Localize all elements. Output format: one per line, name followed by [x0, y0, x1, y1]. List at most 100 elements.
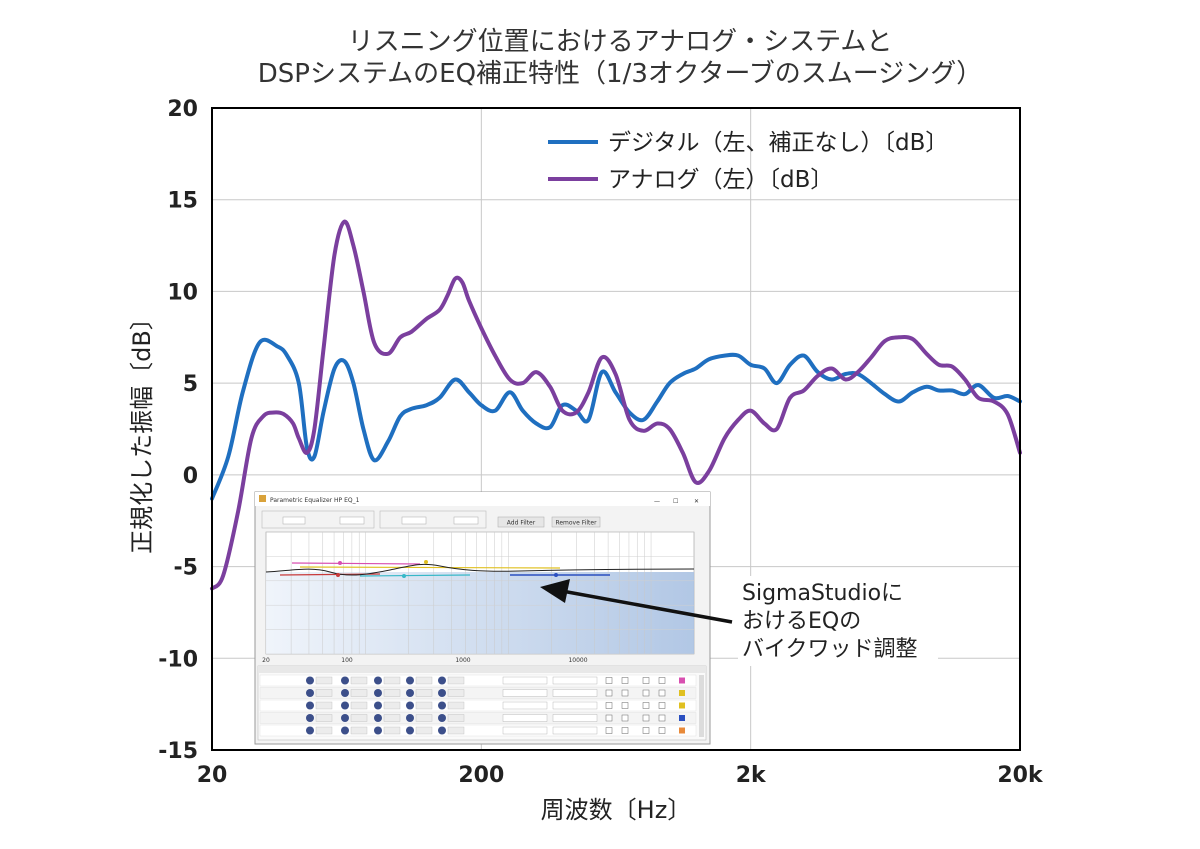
inset-value-field[interactable] — [383, 676, 401, 685]
inset-max-field[interactable] — [339, 516, 365, 525]
inset-knob-icon[interactable] — [438, 726, 446, 735]
inset-subtype-select[interactable] — [552, 714, 598, 722]
inset-checkbox[interactable] — [658, 714, 666, 722]
inset-checkbox[interactable] — [658, 689, 666, 697]
inset-type-select[interactable] — [502, 676, 548, 685]
inset-filter-handle-blue[interactable] — [554, 573, 558, 577]
inset-knob-icon[interactable] — [341, 701, 349, 710]
inset-knob-icon[interactable] — [438, 676, 446, 685]
inset-table-row[interactable] — [259, 687, 697, 699]
inset-knob-icon[interactable] — [438, 714, 446, 722]
inset-checkbox[interactable] — [605, 677, 613, 684]
inset-value-field[interactable] — [350, 726, 368, 735]
inset-value-field[interactable] — [447, 676, 465, 685]
inset-checkbox[interactable] — [621, 689, 629, 697]
inset-checkbox[interactable] — [605, 714, 613, 722]
inset-knob-icon[interactable] — [406, 701, 414, 710]
inset-filter-handle-pink[interactable] — [338, 561, 342, 565]
inset-value-field[interactable] — [350, 714, 368, 722]
inset-checkbox[interactable] — [658, 677, 666, 684]
inset-value-field[interactable] — [447, 714, 465, 722]
inset-knob-icon[interactable] — [306, 689, 314, 697]
inset-mag-max-field[interactable] — [453, 516, 479, 525]
inset-value-field[interactable] — [350, 676, 368, 685]
inset-value-field[interactable] — [383, 726, 401, 735]
inset-value-field[interactable] — [315, 676, 333, 685]
inset-knob-icon[interactable] — [341, 726, 349, 735]
inset-knob-icon[interactable] — [374, 726, 382, 735]
inset-knob-icon[interactable] — [406, 676, 414, 685]
inset-filter-handle-yellow[interactable] — [424, 560, 428, 564]
inset-type-select[interactable] — [502, 689, 548, 697]
inset-value-field[interactable] — [315, 701, 333, 710]
inset-value-field[interactable] — [350, 689, 368, 697]
inset-checkbox[interactable] — [642, 702, 650, 709]
inset-mag-min-field[interactable] — [401, 516, 427, 525]
inset-table-scrollbar[interactable] — [699, 675, 704, 737]
inset-knob-icon[interactable] — [374, 714, 382, 722]
inset-knob-icon[interactable] — [438, 689, 446, 697]
inset-checkbox[interactable] — [642, 677, 650, 684]
inset-value-field[interactable] — [415, 726, 433, 735]
inset-value-field[interactable] — [315, 726, 333, 735]
inset-checkbox[interactable] — [642, 727, 650, 734]
inset-value-field[interactable] — [447, 726, 465, 735]
inset-knob-icon[interactable] — [438, 701, 446, 710]
inset-checkbox[interactable] — [621, 677, 629, 684]
inset-type-select[interactable] — [502, 726, 548, 735]
inset-value-field[interactable] — [447, 689, 465, 697]
inset-checkbox[interactable] — [621, 714, 629, 722]
inset-value-field[interactable] — [350, 701, 368, 710]
inset-minimize-icon[interactable]: — — [654, 498, 660, 505]
inset-checkbox[interactable] — [621, 702, 629, 709]
inset-close-icon[interactable]: ✕ — [694, 498, 699, 505]
inset-checkbox[interactable] — [658, 727, 666, 734]
inset-subtype-select[interactable] — [552, 689, 598, 697]
inset-knob-icon[interactable] — [341, 689, 349, 697]
inset-knob-icon[interactable] — [306, 676, 314, 685]
inset-knob-icon[interactable] — [406, 689, 414, 697]
inset-value-field[interactable] — [383, 689, 401, 697]
inset-checkbox[interactable] — [605, 689, 613, 697]
inset-type-select[interactable] — [502, 714, 548, 722]
inset-knob-icon[interactable] — [374, 701, 382, 710]
inset-value-field[interactable] — [415, 676, 433, 685]
inset-value-field[interactable] — [383, 714, 401, 722]
inset-knob-icon[interactable] — [341, 676, 349, 685]
inset-table-row[interactable] — [259, 724, 697, 737]
inset-type-select[interactable] — [502, 701, 548, 710]
inset-filter-handle-cyan[interactable] — [402, 574, 406, 578]
inset-checkbox[interactable] — [642, 689, 650, 697]
inset-min-field[interactable] — [282, 516, 306, 525]
inset-table-row[interactable] — [259, 699, 697, 712]
inset-value-field[interactable] — [383, 701, 401, 710]
inset-subtype-select[interactable] — [552, 701, 598, 710]
inset-checkbox[interactable] — [605, 727, 613, 734]
inset-value-field[interactable] — [315, 714, 333, 722]
inset-remove-filter-button[interactable] — [551, 516, 601, 528]
inset-maximize-icon[interactable]: ☐ — [673, 498, 678, 505]
inset-knob-icon[interactable] — [406, 714, 414, 722]
inset-value-field[interactable] — [415, 701, 433, 710]
inset-subtype-select[interactable] — [552, 676, 598, 685]
inset-filter-handle-red[interactable] — [336, 573, 340, 577]
inset-table-row[interactable] — [259, 712, 697, 724]
inset-knob-icon[interactable] — [306, 701, 314, 710]
inset-subtype-select[interactable] — [552, 726, 598, 735]
inset-table-row[interactable] — [259, 674, 697, 687]
inset-checkbox[interactable] — [642, 714, 650, 722]
inset-checkbox[interactable] — [658, 702, 666, 709]
inset-value-field[interactable] — [447, 701, 465, 710]
inset-checkbox[interactable] — [605, 702, 613, 709]
inset-knob-icon[interactable] — [341, 714, 349, 722]
inset-value-field[interactable] — [415, 689, 433, 697]
inset-value-field[interactable] — [315, 689, 333, 697]
inset-knob-icon[interactable] — [306, 726, 314, 735]
inset-value-field[interactable] — [415, 714, 433, 722]
inset-knob-icon[interactable] — [406, 726, 414, 735]
inset-knob-icon[interactable] — [374, 676, 382, 685]
inset-knob-icon[interactable] — [374, 689, 382, 697]
inset-add-filter-button[interactable] — [497, 516, 545, 528]
inset-checkbox[interactable] — [621, 727, 629, 734]
inset-knob-icon[interactable] — [306, 714, 314, 722]
